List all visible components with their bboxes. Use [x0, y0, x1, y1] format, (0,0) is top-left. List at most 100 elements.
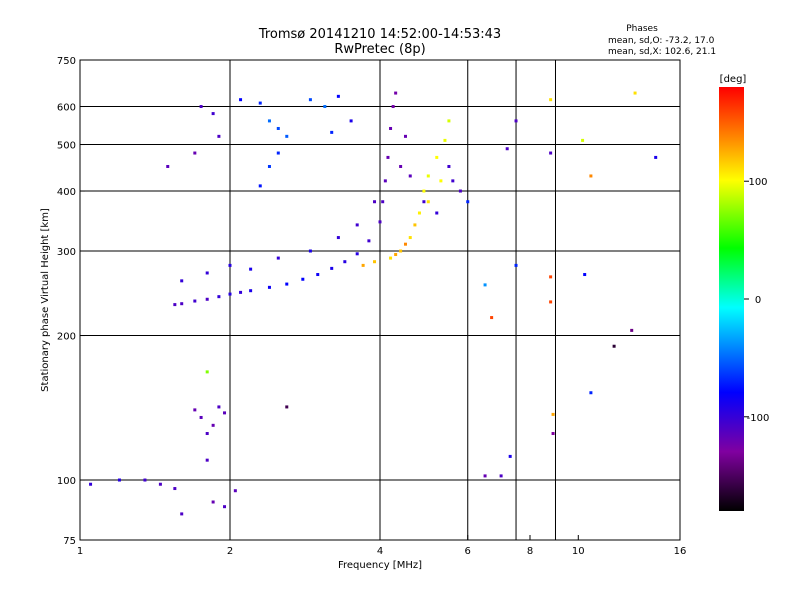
data-point: [217, 405, 221, 409]
x-tick-label: 10: [572, 546, 585, 557]
data-point: [285, 405, 289, 409]
data-point: [285, 282, 289, 286]
data-point: [239, 98, 243, 102]
data-points: [89, 91, 658, 516]
data-point: [490, 316, 494, 320]
stats-line-x: mean, sd,X: 102.6, 21.1: [608, 47, 716, 57]
data-point: [205, 370, 209, 374]
data-point: [228, 263, 232, 267]
data-point: [89, 482, 93, 486]
colorbar-label: [deg]: [720, 74, 747, 85]
data-point: [589, 174, 593, 178]
data-point: [316, 273, 320, 277]
data-point: [308, 98, 312, 102]
y-tick-label: 75: [63, 536, 76, 547]
y-tick-label: 300: [57, 247, 76, 258]
data-point: [386, 155, 390, 159]
x-tick-label: 8: [527, 546, 533, 557]
data-point: [549, 300, 553, 304]
data-point: [583, 273, 587, 277]
y-tick-label: 600: [57, 103, 76, 114]
data-point: [199, 105, 203, 109]
data-point: [193, 299, 197, 303]
data-point: [158, 482, 162, 486]
data-point: [466, 200, 470, 204]
data-point: [435, 211, 439, 215]
data-point: [389, 256, 393, 260]
data-point: [211, 112, 215, 116]
data-point: [143, 478, 147, 482]
data-point: [443, 138, 447, 142]
data-point: [217, 134, 221, 138]
data-point: [267, 285, 271, 289]
data-point: [301, 277, 305, 281]
data-point: [514, 263, 518, 267]
data-point: [549, 98, 553, 102]
data-point: [180, 512, 184, 516]
data-point: [422, 189, 426, 193]
data-point: [173, 303, 177, 307]
data-point: [508, 454, 512, 458]
stats-title: Phases: [626, 24, 658, 34]
data-point: [399, 164, 403, 168]
data-point: [426, 200, 430, 204]
data-point: [499, 474, 503, 478]
data-point: [330, 266, 334, 270]
data-point: [223, 411, 227, 415]
data-point: [367, 239, 371, 243]
data-point: [514, 119, 518, 123]
data-point: [193, 151, 197, 155]
colorbar: [719, 87, 744, 511]
y-axis-label: Stationary phase Virtual Height [km]: [40, 208, 51, 392]
data-point: [285, 134, 289, 138]
data-point: [458, 189, 462, 193]
grid-lines: [80, 60, 680, 540]
data-point: [483, 474, 487, 478]
data-point: [630, 328, 634, 332]
data-point: [581, 138, 585, 142]
data-point: [413, 223, 417, 227]
colorbar-ticks: 100 0 -100: [744, 177, 769, 424]
data-point: [447, 119, 451, 123]
x-tick-label: 2: [227, 546, 233, 557]
data-point: [408, 174, 412, 178]
y-tick-labels: 75 100 200 300 400 500 600 750: [57, 56, 85, 547]
data-point: [180, 279, 184, 283]
data-point: [267, 119, 271, 123]
data-point: [417, 211, 421, 215]
colorbar-tick-label: -100: [747, 413, 770, 424]
data-point: [551, 432, 555, 436]
data-point: [205, 432, 209, 436]
data-point: [373, 260, 377, 264]
data-point: [394, 91, 398, 95]
chart-subtitle: RwPretec (8p): [334, 42, 425, 57]
data-point: [435, 155, 439, 159]
colorbar-tick-label: 0: [755, 295, 761, 306]
x-tick-label: 4: [377, 546, 383, 557]
data-point: [483, 283, 487, 287]
data-point: [451, 179, 455, 183]
data-point: [211, 423, 215, 427]
data-point: [239, 290, 243, 294]
data-point: [391, 105, 395, 109]
data-point: [267, 164, 271, 168]
chart-title: Tromsø 20141210 14:52:00-14:53:43: [258, 27, 501, 42]
data-point: [211, 500, 215, 504]
x-tick-label: 16: [674, 546, 687, 557]
data-point: [180, 302, 184, 306]
data-point: [323, 105, 327, 109]
y-tick-label: 500: [57, 141, 76, 152]
y-tick-label: 200: [57, 332, 76, 343]
data-point: [249, 267, 253, 271]
data-point: [422, 200, 426, 204]
data-point: [426, 174, 430, 178]
data-point: [330, 130, 334, 134]
data-point: [308, 249, 312, 253]
data-point: [173, 487, 177, 491]
data-point: [355, 252, 359, 256]
data-point: [233, 489, 237, 493]
data-point: [199, 415, 203, 419]
data-point: [276, 126, 280, 130]
data-point: [276, 151, 280, 155]
